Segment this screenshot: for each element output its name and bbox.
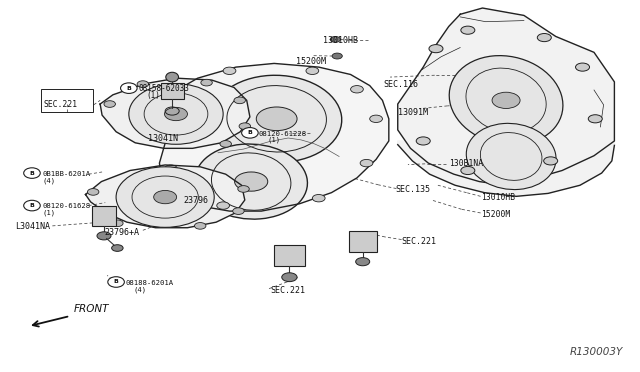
Ellipse shape — [233, 208, 244, 214]
Text: FRONT: FRONT — [74, 305, 109, 314]
Ellipse shape — [116, 167, 214, 227]
Text: (1): (1) — [42, 210, 55, 216]
Ellipse shape — [461, 26, 475, 34]
Ellipse shape — [575, 63, 589, 71]
Text: (4): (4) — [42, 177, 55, 184]
Text: 13010HB: 13010HB — [323, 36, 358, 45]
Text: SEC.221: SEC.221 — [44, 100, 77, 109]
Ellipse shape — [461, 166, 475, 174]
Ellipse shape — [24, 168, 40, 178]
Text: B: B — [29, 203, 35, 208]
Text: 130B1NA: 130B1NA — [449, 158, 483, 168]
Ellipse shape — [492, 92, 520, 109]
Text: 08158-62033: 08158-62033 — [138, 84, 189, 93]
Ellipse shape — [164, 108, 188, 121]
Text: (1): (1) — [268, 137, 281, 144]
Ellipse shape — [166, 72, 179, 82]
Polygon shape — [86, 165, 245, 228]
Ellipse shape — [242, 128, 258, 138]
Bar — [349, 231, 378, 252]
Ellipse shape — [256, 107, 297, 131]
Text: B: B — [126, 86, 131, 91]
Ellipse shape — [217, 202, 230, 209]
Text: 23796+A: 23796+A — [104, 228, 140, 237]
Ellipse shape — [137, 81, 148, 87]
Text: 08120-61228: 08120-61228 — [258, 131, 307, 137]
Bar — [161, 83, 184, 99]
Ellipse shape — [467, 124, 556, 190]
Ellipse shape — [108, 277, 124, 287]
Text: (1): (1) — [147, 92, 161, 100]
Ellipse shape — [201, 79, 212, 86]
Ellipse shape — [238, 186, 249, 192]
Text: L3041NA: L3041NA — [15, 222, 51, 231]
Ellipse shape — [223, 67, 236, 74]
Ellipse shape — [282, 273, 297, 282]
Text: 13091M: 13091M — [397, 108, 428, 118]
Text: B: B — [29, 171, 35, 176]
Ellipse shape — [195, 144, 307, 219]
Ellipse shape — [416, 137, 430, 145]
Ellipse shape — [234, 97, 246, 104]
Text: R130003Y: R130003Y — [570, 347, 623, 357]
Text: 13041N: 13041N — [148, 134, 178, 143]
Ellipse shape — [330, 36, 340, 42]
Polygon shape — [397, 141, 614, 196]
Text: SEC.221: SEC.221 — [401, 237, 436, 246]
Text: 08188-6201A: 08188-6201A — [125, 280, 173, 286]
Ellipse shape — [154, 190, 177, 204]
Ellipse shape — [120, 83, 137, 93]
Bar — [41, 89, 93, 112]
Ellipse shape — [212, 75, 342, 162]
Ellipse shape — [111, 245, 123, 251]
Text: 13010HB: 13010HB — [481, 193, 515, 202]
Polygon shape — [397, 8, 614, 185]
Ellipse shape — [332, 53, 342, 59]
Text: SEC.221: SEC.221 — [270, 286, 305, 295]
Bar — [92, 206, 116, 225]
Text: 23796: 23796 — [183, 196, 208, 205]
Bar — [274, 245, 305, 266]
Text: (4): (4) — [134, 286, 147, 293]
Ellipse shape — [182, 91, 195, 99]
Ellipse shape — [351, 86, 364, 93]
Ellipse shape — [24, 200, 40, 211]
Ellipse shape — [312, 195, 325, 202]
Ellipse shape — [429, 45, 443, 53]
Text: B: B — [248, 130, 252, 135]
Ellipse shape — [235, 172, 268, 191]
Polygon shape — [100, 78, 250, 148]
Polygon shape — [159, 63, 389, 211]
Ellipse shape — [129, 84, 223, 144]
Text: 0B1BB-6201A: 0B1BB-6201A — [42, 171, 90, 177]
Ellipse shape — [449, 56, 563, 145]
Text: SEC.116: SEC.116 — [384, 80, 419, 89]
Ellipse shape — [97, 232, 111, 240]
Ellipse shape — [543, 157, 557, 165]
Ellipse shape — [220, 141, 232, 147]
Ellipse shape — [306, 67, 319, 74]
Text: 08120-61628: 08120-61628 — [42, 203, 90, 209]
Ellipse shape — [104, 101, 115, 108]
Ellipse shape — [111, 220, 123, 227]
Ellipse shape — [360, 160, 373, 167]
Ellipse shape — [164, 165, 177, 172]
Ellipse shape — [239, 123, 250, 129]
Ellipse shape — [538, 33, 551, 42]
Text: 15200M: 15200M — [296, 57, 326, 66]
Ellipse shape — [370, 115, 383, 122]
Text: SEC.135: SEC.135 — [395, 185, 430, 194]
Text: 15200M: 15200M — [481, 210, 511, 219]
Ellipse shape — [195, 222, 206, 229]
Text: B: B — [114, 279, 118, 285]
Ellipse shape — [588, 115, 602, 123]
Ellipse shape — [88, 189, 99, 195]
Ellipse shape — [356, 258, 370, 266]
